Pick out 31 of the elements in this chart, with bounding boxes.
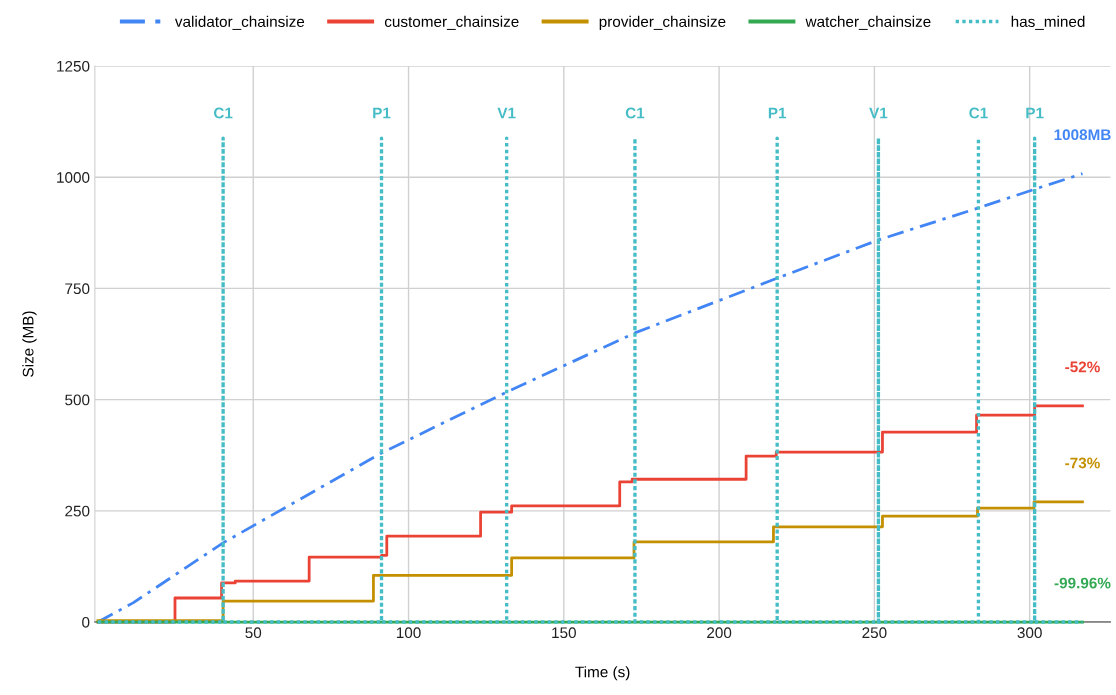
legend-label: provider_chainsize	[599, 15, 726, 31]
annotation: P1	[1026, 107, 1044, 119]
y-tick-label: 750	[65, 283, 90, 295]
legend-label: customer_chainsize	[384, 15, 519, 30]
x-axis-title: Time (s)	[575, 666, 630, 681]
legend-label: validator_chainsize	[174, 15, 305, 30]
x-tick-label: 250	[862, 627, 887, 639]
annotation: C1	[625, 107, 645, 119]
x-tick-label: 100	[396, 627, 421, 639]
annotation: C1	[213, 107, 233, 119]
annotation: -73%	[1065, 457, 1100, 469]
annotation: P1	[373, 107, 391, 119]
annotation: V1	[869, 107, 888, 119]
data-label: 1008MB	[1054, 129, 1111, 141]
x-tick-label: 300	[1017, 627, 1042, 639]
y-axis-title: Size (MB)	[22, 311, 37, 377]
annotation: -99.96%	[1054, 577, 1111, 589]
y-tick-label: 1000	[57, 172, 90, 183]
annotation: C1	[969, 107, 988, 119]
y-tick-label: 0	[82, 616, 90, 628]
y-tick-label: 500	[65, 394, 90, 406]
y-tick-label: 250	[65, 505, 90, 517]
legend-label: watcher_chainsize	[805, 15, 931, 30]
legend-label: has_mined	[1011, 15, 1085, 30]
y-tick-label: 1250	[57, 60, 90, 72]
annotation: V1	[497, 107, 516, 119]
annotation: -52%	[1065, 361, 1100, 373]
x-tick-label: 50	[245, 627, 262, 639]
x-tick-label: 150	[552, 627, 576, 639]
annotation: P1	[768, 107, 787, 119]
x-tick-label: 200	[707, 627, 732, 639]
